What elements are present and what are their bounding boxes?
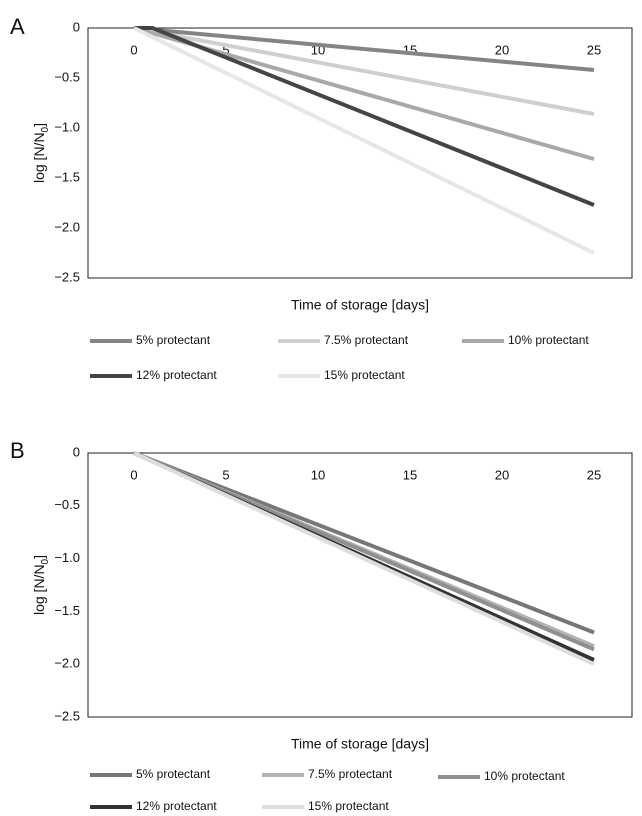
panel-label-b: B [10,438,25,463]
y-axis-label: log [N/N0] [31,555,51,615]
series-line-5 [133,451,595,667]
y-tick-label: 0 [73,444,80,459]
panel-label-a: A [10,14,25,39]
x-tick-label: 10 [311,467,325,482]
y-tick-label: −1.0 [54,119,80,134]
plot-frame [87,452,633,718]
series-line-1 [133,451,595,635]
y-tick-label: 0 [73,19,80,34]
y-tick-label: −0.5 [54,497,80,512]
legend-label: 12% protectant [136,799,217,813]
y-tick-label: −0.5 [54,69,80,84]
y-tick-label: −1.0 [54,550,80,565]
x-tick-label: 5 [222,42,229,57]
legend-label: 7.5% protectant [324,333,409,347]
x-tick-label: 20 [495,42,509,57]
series-line-4 [134,26,595,207]
series-line-5 [133,26,595,255]
legend-label: 5% protectant [136,767,211,781]
x-tick-label: 5 [222,467,229,482]
series-line-2 [133,26,595,116]
x-tick-label: 20 [495,467,509,482]
x-axis-label: Time of storage [days] [291,297,429,313]
x-axis-label: Time of storage [days] [291,736,429,752]
y-tick-label: −2.5 [54,708,80,723]
x-tick-label: 15 [403,467,417,482]
legend-label: 10% protectant [508,333,589,347]
series-line-1 [133,26,595,72]
y-tick-label: −1.5 [54,603,80,618]
legend-label: 10% protectant [484,769,565,783]
y-axis-label: log [N/N0] [31,123,51,183]
legend-label: 15% protectant [308,799,389,813]
legend-label: 5% protectant [136,333,211,347]
legend-label: 15% protectant [324,368,405,382]
plot-frame [87,27,633,279]
legend-label: 7.5% protectant [308,767,393,781]
y-tick-label: −1.5 [54,169,80,184]
y-tick-label: −2.0 [54,656,80,671]
y-tick-label: −2.0 [54,219,80,234]
x-tick-label: 0 [130,42,137,57]
x-tick-label: 25 [587,467,601,482]
x-tick-label: 0 [130,467,137,482]
legend-label: 12% protectant [136,368,217,382]
x-tick-label: 25 [587,42,601,57]
y-tick-label: −2.5 [54,269,80,284]
